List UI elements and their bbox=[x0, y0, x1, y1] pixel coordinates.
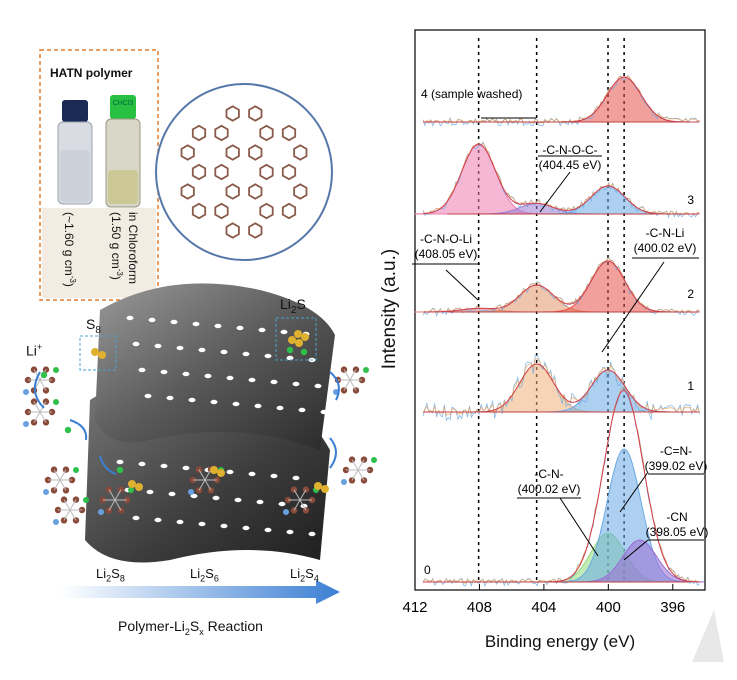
series-label: 2 bbox=[687, 287, 694, 301]
fit-envelope bbox=[423, 389, 700, 583]
spectrum-series bbox=[414, 141, 700, 219]
raw-signal bbox=[422, 355, 700, 422]
inset-title: HATN polymer bbox=[50, 66, 133, 80]
raw-signal-alt bbox=[422, 358, 700, 416]
raw-signal bbox=[422, 141, 700, 219]
peak-annotation: -CN bbox=[666, 510, 687, 524]
peak-annotation: -C=N- bbox=[660, 444, 692, 458]
li2s-box bbox=[275, 317, 317, 361]
label-li2s: Li2S bbox=[280, 296, 306, 316]
plot-frame bbox=[414, 29, 706, 591]
x-tick-label: 396 bbox=[660, 599, 685, 616]
annotation-leader bbox=[623, 539, 649, 561]
label-li2s6: Li2S6 bbox=[190, 566, 219, 584]
annotation-leader bbox=[601, 261, 665, 353]
peak-annotation: (399.02 eV) bbox=[645, 459, 708, 473]
peak-fill bbox=[414, 307, 544, 313]
reaction-arrow bbox=[60, 580, 340, 604]
vial-cap-label: CHCl3 bbox=[112, 100, 134, 107]
peak-fill bbox=[543, 185, 673, 215]
left-illustration bbox=[23, 49, 377, 604]
peak-annotation: (400.02 eV) bbox=[518, 482, 581, 496]
inset-border bbox=[39, 49, 159, 301]
sheet-pores bbox=[116, 315, 328, 537]
peak-annotation: -C-N-Li bbox=[646, 226, 685, 240]
peak-fill bbox=[414, 143, 544, 215]
peak-fill bbox=[472, 363, 602, 413]
annotation-leader bbox=[539, 171, 571, 213]
sheet-top bbox=[95, 283, 335, 450]
peak-fill bbox=[543, 260, 673, 313]
raw-signal-alt bbox=[422, 75, 700, 124]
peak-annotation: -C-N- bbox=[534, 467, 563, 481]
series-label: 1 bbox=[687, 379, 694, 393]
peak-fill bbox=[559, 448, 689, 583]
spectrum-series bbox=[422, 74, 700, 127]
peak-fill bbox=[559, 76, 689, 123]
raw-signal bbox=[422, 74, 700, 127]
x-tick-label: 412 bbox=[402, 599, 427, 616]
chart-xlabel: Binding energy (eV) bbox=[484, 632, 636, 651]
label-li2s8: Li2S8 bbox=[96, 566, 125, 584]
polymer-network-circle bbox=[155, 83, 333, 261]
vial-left bbox=[57, 100, 93, 205]
peak-fill bbox=[575, 539, 705, 583]
annotation-leader bbox=[445, 269, 479, 301]
peak-annotation: (400.02 eV) bbox=[634, 241, 697, 255]
raw-signal bbox=[422, 256, 700, 317]
raw-signal bbox=[422, 386, 700, 588]
vial-right-label: in Chloroform (1.50 g cm-3) bbox=[109, 212, 140, 285]
vial-right bbox=[105, 95, 141, 208]
spectrum-series bbox=[422, 386, 705, 588]
fit-envelope bbox=[423, 76, 700, 123]
chart-ylabel: Intensity (a.u.) bbox=[379, 248, 400, 370]
raw-signal-alt bbox=[422, 257, 700, 314]
raw-signal-alt bbox=[422, 387, 700, 584]
series-label: 4 (sample washed) bbox=[421, 87, 522, 101]
peak-annotation: (398.05 eV) bbox=[646, 525, 709, 539]
series-label: 0 bbox=[424, 563, 431, 577]
peak-annotation: (408.05 eV) bbox=[415, 247, 478, 261]
spectrum-series bbox=[414, 256, 700, 317]
peak-annotation: -C-N-O-Li bbox=[420, 232, 472, 246]
label-li-plus: Li+ bbox=[26, 342, 43, 359]
fit-envelope bbox=[423, 143, 700, 215]
x-tick-label: 404 bbox=[531, 599, 556, 616]
series-label: 3 bbox=[687, 193, 694, 207]
raw-signal-alt bbox=[422, 142, 700, 216]
label-li2s4: Li2S4 bbox=[290, 566, 319, 584]
polymer-network bbox=[180, 105, 308, 239]
peak-annotation: (404.45 eV) bbox=[539, 158, 602, 172]
spectrum-series bbox=[422, 355, 700, 422]
peak-fill bbox=[543, 369, 673, 413]
x-tick-label: 408 bbox=[467, 599, 492, 616]
peak-fill bbox=[472, 284, 602, 313]
annotation-leader bbox=[619, 471, 649, 513]
peak-fill bbox=[543, 532, 673, 583]
reaction-arrows bbox=[33, 371, 340, 475]
vial-left-label: (~1.60 g cm-3) bbox=[62, 212, 77, 287]
x-tick-label: 400 bbox=[596, 599, 621, 616]
label-s8: S8 bbox=[86, 316, 101, 336]
molecule-structures bbox=[23, 330, 377, 525]
peak-annotation: -C-N-O-C- bbox=[542, 143, 597, 157]
watermark-shape bbox=[692, 610, 724, 662]
fit-envelope bbox=[423, 363, 700, 413]
peak-fill bbox=[472, 203, 602, 215]
s8-box bbox=[79, 335, 117, 371]
annotation-leader bbox=[559, 497, 599, 557]
reaction-label: Polymer-Li2Sx Reaction bbox=[118, 618, 263, 637]
fit-envelope bbox=[423, 260, 700, 313]
